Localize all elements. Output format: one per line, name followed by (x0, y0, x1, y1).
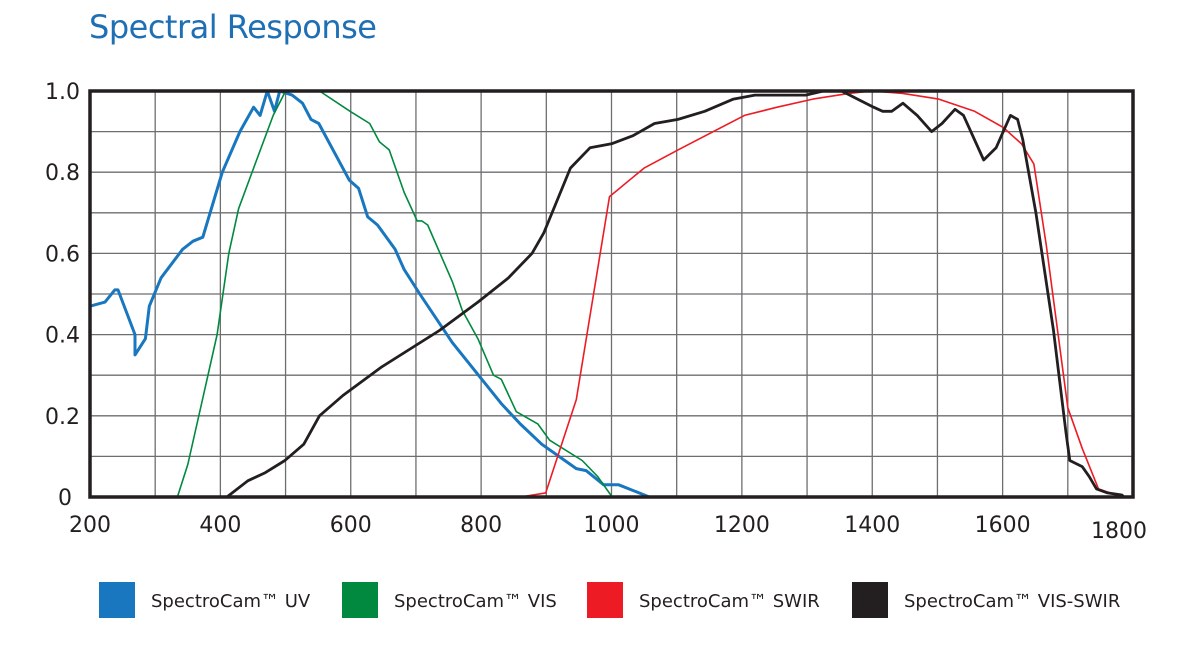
legend-swatch (99, 582, 135, 618)
y-tick-label: 0.6 (45, 242, 80, 267)
legend-swatch (852, 582, 888, 618)
y-tick-label: 0 (58, 486, 72, 511)
legend-item: SpectroCam™ VIS-SWIR (852, 582, 1120, 618)
x-tick-label: 1200 (714, 513, 770, 538)
x-tick-label: 1800 (1091, 519, 1147, 544)
x-tick-label: 1400 (844, 513, 900, 538)
y-tick-label: 0.2 (45, 405, 80, 430)
y-tick-label: 1.0 (45, 80, 80, 105)
y-tick-label: 0.4 (45, 324, 80, 349)
x-tick-label: 400 (199, 513, 241, 538)
legend-swatch (587, 582, 623, 618)
series-line-spectrocam-vis (176, 90, 613, 498)
legend-item: SpectroCam™ UV (99, 582, 311, 618)
legend-label: SpectroCam™ VIS (394, 591, 557, 612)
x-tick-label: 1600 (975, 513, 1031, 538)
legend-item: SpectroCam™ VIS (342, 582, 557, 618)
x-tick-label: 200 (69, 513, 111, 538)
chart-title: Spectral Response (89, 8, 377, 46)
x-tick-label: 1000 (584, 513, 640, 538)
legend-swatch (342, 582, 378, 618)
legend-label: SpectroCam™ UV (151, 591, 311, 612)
legend-label: SpectroCam™ VIS-SWIR (904, 591, 1120, 612)
x-tick-label: 600 (330, 513, 372, 538)
plot-frame (88, 89, 1135, 499)
y-tick-label: 0.8 (45, 161, 80, 186)
legend-label: SpectroCam™ SWIR (639, 591, 820, 612)
legend-item: SpectroCam™ SWIR (587, 582, 820, 618)
series-line-spectrocam-uv (89, 89, 650, 499)
x-tick-label: 800 (460, 513, 502, 538)
